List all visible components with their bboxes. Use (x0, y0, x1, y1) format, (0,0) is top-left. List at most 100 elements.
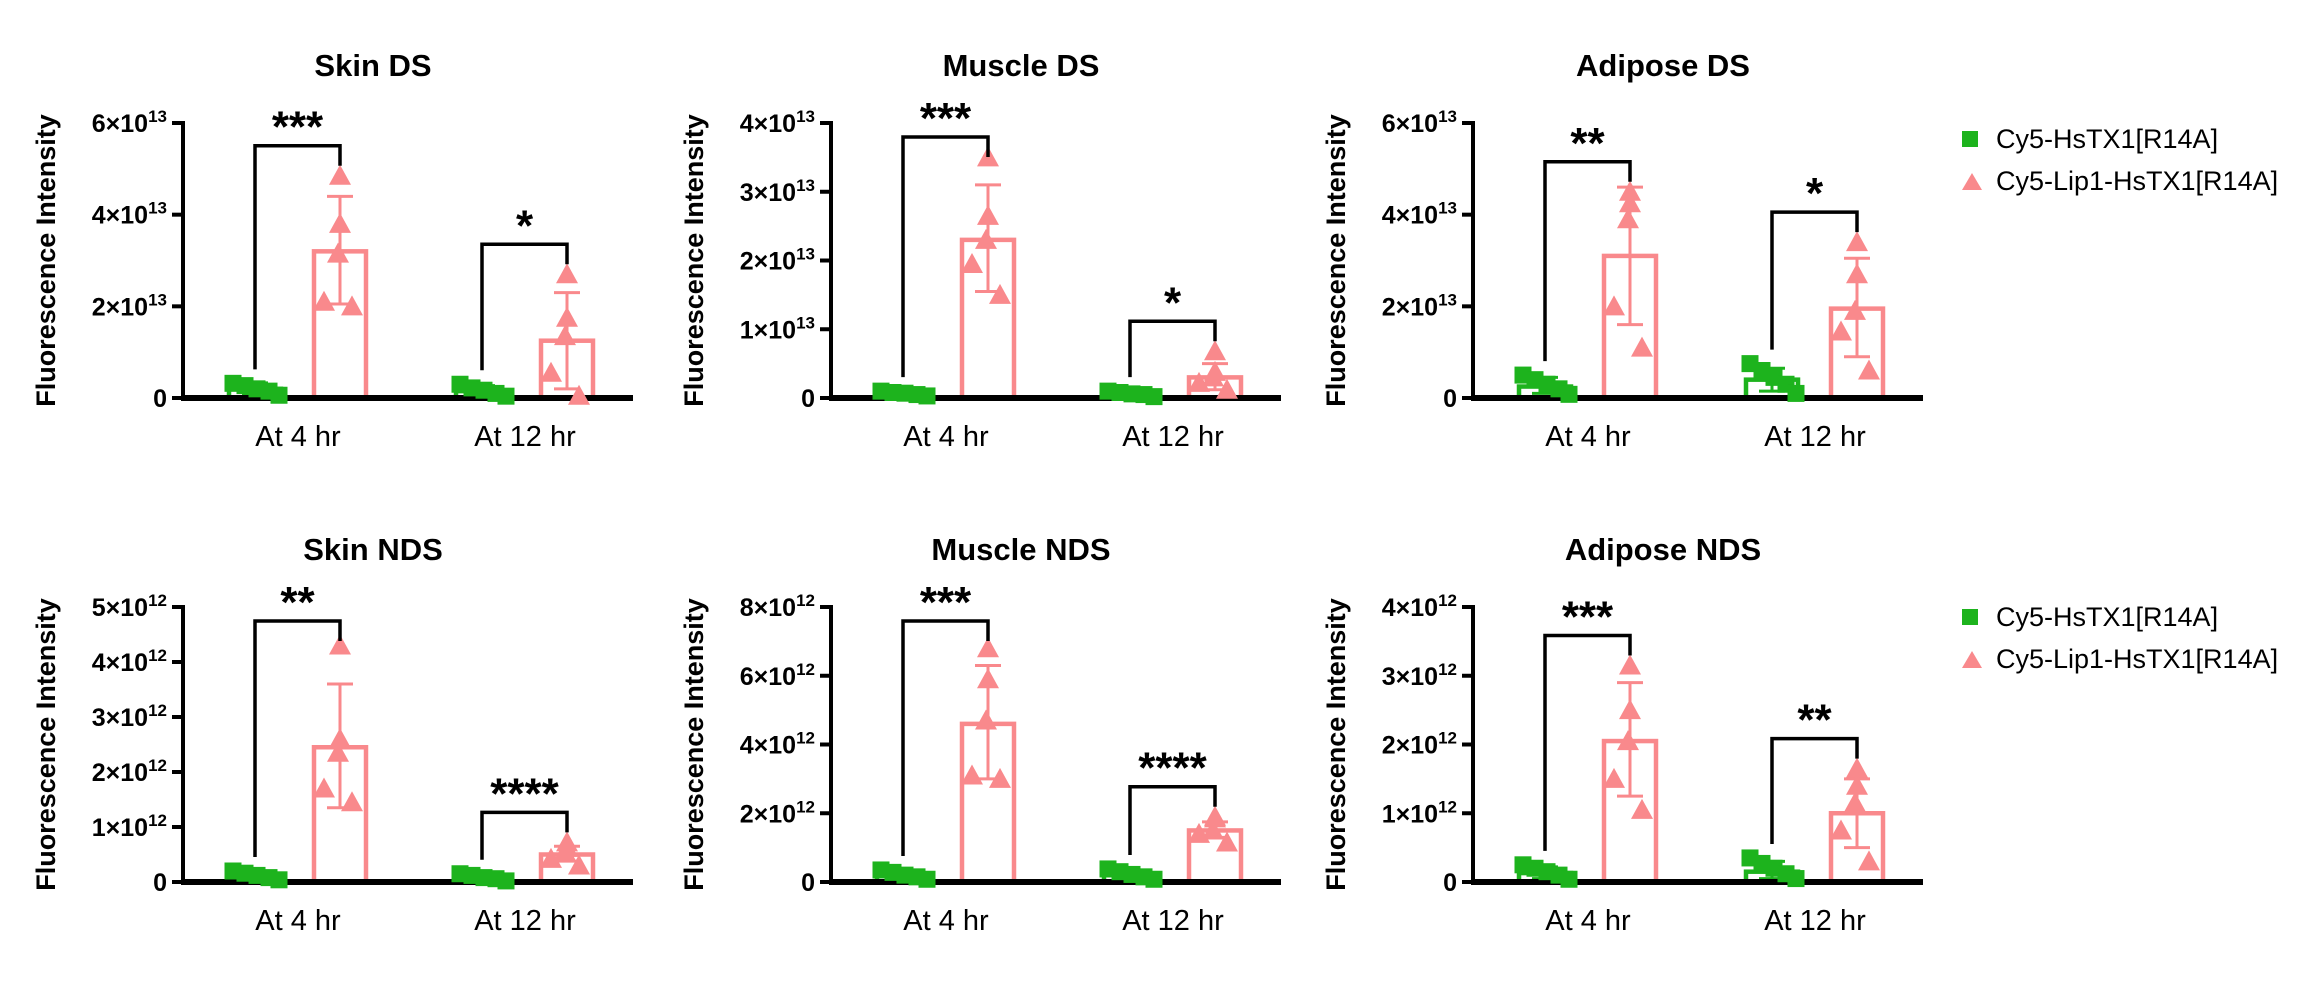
significance-bracket (480, 810, 569, 860)
scatter-point-square (918, 870, 936, 888)
x-category-label: At 12 hr (1122, 905, 1224, 937)
legend-item-pink: Cy5-Lip1-HsTX1[R14A] (1962, 643, 2279, 674)
y-tick-label: 0 (801, 869, 815, 897)
scatter-point-square (270, 871, 288, 889)
triangle-swatch-icon (1962, 650, 1982, 668)
significance-stars: *** (920, 578, 972, 627)
scatter-point-triangle (327, 741, 349, 762)
y-tick-label: 1×1012 (1382, 797, 1457, 828)
y-tick-label: 4×1013 (92, 199, 167, 230)
chart-svg: Fluorescence Intensity 0 2×1013 4×1013 6×101… (1321, 107, 1923, 453)
scatter-point-triangle (1619, 699, 1641, 720)
scatter-point-triangle (1216, 831, 1238, 852)
y-axis-label: Fluorescence Intensity (679, 114, 709, 407)
significance-bracket (480, 242, 569, 371)
scatter-point-triangle (1603, 295, 1625, 316)
y-tick-label: 6×1013 (1382, 107, 1457, 138)
scatter-point-triangle (977, 668, 999, 689)
significance-stars: ** (1797, 696, 1832, 745)
y-axis-label: Fluorescence Intensity (679, 598, 709, 891)
significance-stars: *** (1562, 592, 1614, 641)
chart-title: Skin DS (314, 48, 432, 83)
y-axis-label: Fluorescence Intensity (1321, 114, 1351, 407)
plot-area: Fluorescence Intensity 0 1×1012 2×1012 3×101… (1290, 486, 1938, 972)
scatter-point-triangle (329, 728, 351, 748)
y-tick-label: 0 (801, 385, 815, 413)
significance-bracket (1128, 319, 1217, 378)
scatter-point-triangle (1846, 263, 1868, 284)
y-tick-label: 3×1012 (1382, 660, 1457, 691)
scatter-point-triangle (1216, 378, 1238, 399)
chart-svg: Fluorescence Intensity 0 2×1012 4×1012 6×101… (679, 578, 1281, 937)
scatter-point-triangle (329, 164, 351, 185)
significance-bracket (1543, 160, 1632, 362)
scatter-point-triangle (329, 634, 351, 655)
significance-bracket (253, 619, 342, 857)
y-tick-label: 2×1012 (740, 797, 815, 828)
legend-label: Cy5-Lip1-HsTX1[R14A] (1996, 165, 2279, 196)
y-tick-label: 2×1013 (1382, 290, 1457, 321)
scatter-point-square (497, 872, 515, 890)
y-tick-label: 6×1012 (740, 660, 815, 691)
scatter-point-triangle (1619, 654, 1641, 675)
scatter-point-square (1560, 870, 1578, 888)
chart-svg: Fluorescence Intensity 0 1×1012 2×1012 3×101… (1321, 591, 1923, 937)
scatter-point-triangle (1858, 850, 1880, 871)
x-category-label: At 4 hr (1545, 905, 1631, 937)
chart-svg: Fluorescence Intensity 0 2×1013 4×1013 6×101… (31, 103, 633, 453)
significance-bracket (253, 143, 342, 370)
chart-title: Muscle DS (942, 48, 1100, 83)
legend-label: Cy5-Lip1-HsTX1[R14A] (1996, 643, 2279, 674)
scatter-point-triangle (1617, 208, 1639, 229)
chart-svg: Fluorescence Intensity 0 1×1012 2×1012 3×101… (31, 578, 633, 937)
scatter-point-triangle (977, 637, 999, 658)
significance-stars: *** (920, 94, 972, 143)
scatter-point-triangle (1830, 819, 1852, 840)
x-category-label: At 12 hr (1764, 421, 1866, 453)
plot-area: Fluorescence Intensity 0 1×1013 2×1013 3×101… (648, 2, 1296, 488)
y-tick-label: 3×1012 (92, 701, 167, 732)
scatter-point-triangle (1188, 371, 1210, 392)
scatter-point-triangle (989, 283, 1011, 304)
y-axis-label: Fluorescence Intensity (1321, 598, 1351, 891)
y-tick-label: 4×1013 (740, 107, 815, 138)
scatter-point-triangle (341, 791, 363, 812)
scatter-point-triangle (1844, 299, 1866, 320)
chart-svg: Fluorescence Intensity 0 1×1013 2×1013 3×101… (679, 94, 1281, 453)
y-tick-label: 0 (1443, 869, 1457, 897)
plot-area: Fluorescence Intensity 0 2×1013 4×1013 6×101… (1290, 2, 1938, 488)
scatter-point-triangle (1830, 320, 1852, 341)
significance-stars: *** (272, 103, 324, 152)
scatter-point-triangle (1858, 359, 1880, 380)
scatter-point-triangle (327, 242, 349, 263)
y-tick-label: 8×1012 (740, 591, 815, 622)
scatter-point-triangle (1619, 192, 1641, 213)
significance-bracket (1770, 736, 1859, 844)
y-tick-label: 6×1013 (92, 107, 167, 138)
plot-area: Fluorescence Intensity 0 1×1012 2×1012 3×101… (0, 486, 648, 972)
triangle-swatch-icon (1962, 172, 1982, 190)
scatter-point-triangle (1204, 807, 1226, 828)
y-tick-label: 1×1012 (92, 811, 167, 842)
scatter-point-triangle (540, 361, 562, 382)
y-tick-label: 5×1012 (92, 591, 167, 622)
y-axis-label: Fluorescence Intensity (31, 598, 61, 891)
y-tick-label: 2×1013 (92, 290, 167, 321)
x-category-label: At 4 hr (255, 421, 341, 453)
scatter-point-triangle (554, 325, 576, 346)
significance-stars: * (1806, 169, 1824, 218)
scatter-point-triangle (341, 295, 363, 316)
significance-bracket (901, 619, 990, 856)
scatter-point-triangle (556, 263, 578, 284)
scatter-point-square (1787, 384, 1805, 402)
legend-top: Cy5-HsTX1[R14A] Cy5-Lip1-HsTX1[R14A] (1962, 124, 2279, 210)
scatter-point-square (1145, 870, 1163, 888)
scatter-point-triangle (989, 767, 1011, 788)
scatter-point-triangle (1204, 340, 1226, 361)
scatter-point-triangle (961, 252, 983, 273)
significance-bracket (1128, 784, 1217, 855)
scatter-point-square (497, 387, 515, 405)
scatter-point-triangle (329, 212, 351, 233)
x-category-label: At 4 hr (903, 421, 989, 453)
x-category-label: At 12 hr (474, 905, 576, 937)
